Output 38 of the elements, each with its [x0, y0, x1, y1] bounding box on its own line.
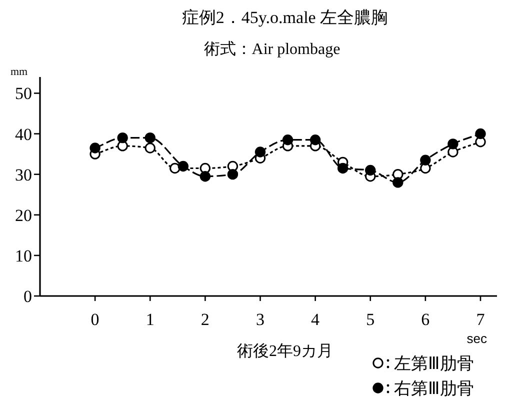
- y-tick-label: 50: [15, 84, 32, 104]
- point: [392, 177, 404, 188]
- point: [170, 162, 180, 174]
- point: [337, 162, 348, 174]
- point: [475, 128, 486, 140]
- point: [420, 154, 431, 166]
- y-tick-label: 20: [15, 206, 32, 225]
- chart-subtitle: 術式：Air plombage: [204, 40, 340, 58]
- chart-title: 症例2．45y.o.male 左全膿胸: [182, 8, 388, 27]
- point: [227, 168, 238, 180]
- x-tick-label: 7: [476, 310, 486, 329]
- point: [90, 142, 100, 154]
- text: 術後2年9カ月: [237, 342, 333, 360]
- y-tick-label: 0: [24, 287, 32, 306]
- x-tick-label: 2: [200, 310, 210, 329]
- x-tick-label: 3: [256, 310, 264, 329]
- y-tick-label: 10: [15, 246, 32, 266]
- point: [117, 132, 128, 144]
- y-axis-title: mm: [10, 66, 28, 78]
- x-tick-label: 5: [366, 310, 375, 329]
- point: [144, 142, 156, 154]
- x-axis-title: sec: [466, 331, 488, 346]
- legend-label: 右第Ⅲ肋骨: [394, 379, 474, 398]
- x-tick-label: 6: [421, 310, 430, 329]
- point: [365, 164, 376, 176]
- point: [254, 146, 266, 158]
- point: [200, 171, 211, 182]
- x-tick-label: 4: [311, 310, 320, 329]
- point: [448, 138, 458, 150]
- x-tick-label: 1: [146, 310, 154, 329]
- point: [282, 134, 294, 146]
- point: [310, 134, 321, 146]
- point: [144, 132, 156, 144]
- y-tick-label: 30: [15, 165, 32, 184]
- legend-label: 左第Ⅲ肋骨: [394, 354, 474, 373]
- y-tick-label: 40: [15, 124, 32, 144]
- x-tick-label: 0: [90, 310, 100, 329]
- point: [178, 160, 189, 172]
